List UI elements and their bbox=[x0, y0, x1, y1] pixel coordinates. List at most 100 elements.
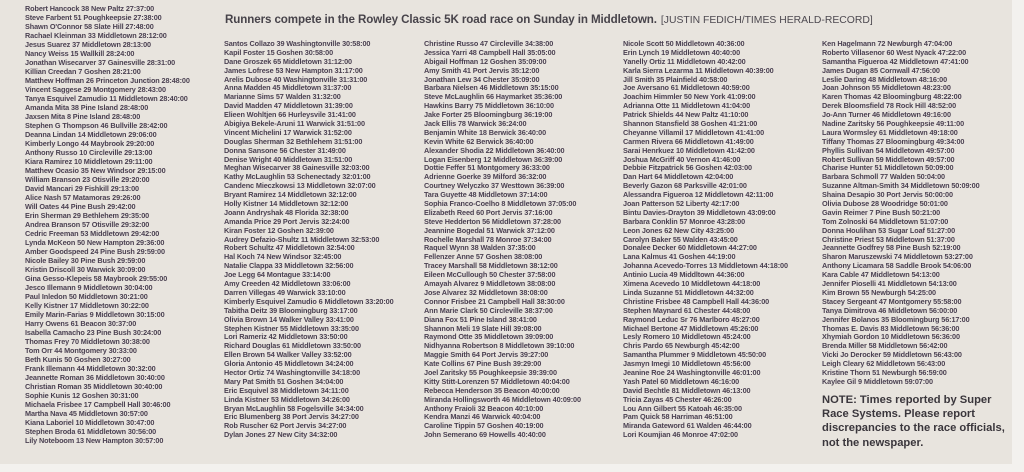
result-entry: Laura Wormsley 61 Middletown 49:18:00 bbox=[822, 127, 958, 137]
result-entry: Erin Sherman 29 Bethlehem 29:35:00 bbox=[25, 211, 150, 220]
result-entry: Kara Cable 47 Middletown 54:13:00 bbox=[822, 270, 940, 280]
result-entry: Thomas Frey 70 Middletown 30:38:00 bbox=[25, 337, 150, 346]
result-entry: Joe Aversano 61 Middletown 40:59:00 bbox=[623, 83, 750, 93]
result-entry: Stephen Broda 61 Middletown 30:56:00 bbox=[25, 427, 157, 436]
result-entry: Lynda McKeon 50 New Hampton 29:36:00 bbox=[25, 238, 165, 247]
result-entry: Paul Inledon 50 Middletown 30:21:00 bbox=[25, 292, 148, 301]
result-entry: Samantha Figueroa 42 Middletown 47:41:00 bbox=[822, 56, 969, 66]
result-entry: Bryan McLaughlin 58 Fogelsville 34:34:00 bbox=[224, 403, 364, 413]
result-entry: Anthony Licamara 58 Saddle Brook 54:06:0… bbox=[822, 261, 972, 271]
result-entry: Killian Creedan 7 Goshen 28:21:00 bbox=[25, 67, 141, 76]
result-entry: Deanna Lindan 14 Middletown 29:06:00 bbox=[25, 130, 157, 139]
result-entry: Jonathan Wisecarver 37 Gainesville 28:31… bbox=[25, 58, 176, 67]
result-entry: William Branson 23 Otisville 29:20:00 bbox=[25, 175, 150, 184]
result-entry: Lori Rameriz 42 Middletown 33:50:00 bbox=[224, 332, 348, 342]
result-entry: Nicole Scott 50 Middletown 40:36:00 bbox=[623, 39, 745, 48]
result-entry: Douglas Sherman 32 Bethlehem 31:51:00 bbox=[224, 136, 363, 146]
result-entry: Yanelly Ortiz 11 Middletown 40:42:00 bbox=[623, 56, 746, 66]
result-entry: Natalie Clappa 33 Middletown 32:56:00 bbox=[224, 261, 354, 271]
result-entry: Thomas E. Davis 83 Middletown 56:36:00 bbox=[822, 323, 960, 333]
result-entry: Sophie Kunis 12 Goshen 30:31:00 bbox=[25, 391, 139, 400]
result-entry: Beverly Gazon 68 Parksville 42:01:00 bbox=[623, 181, 747, 191]
result-entry: Kiara Ramirez 10 Middletown 29:11:00 bbox=[25, 157, 153, 166]
result-entry: Jesus Suarez 37 Middletown 28:13:00 bbox=[25, 40, 151, 49]
result-entry: Kevin White 62 Berwick 36:40:00 bbox=[424, 136, 534, 146]
result-entry: James Dugan 85 Cornwall 47:56:00 bbox=[822, 65, 940, 75]
result-entry: Kelly Kistner 17 Middletown 30:22:00 bbox=[25, 301, 149, 310]
result-entry: Linda Suzanne 51 Middletown 44:32:00 bbox=[623, 287, 754, 297]
result-entry: Matthew Hoffman 26 Princeton Junction 28… bbox=[25, 76, 190, 85]
result-entry: Alessandra Figueroa 12 Middletown 42:11:… bbox=[623, 190, 774, 200]
result-entry: Jaxsen Mita 8 Pine Island 28:48:00 bbox=[25, 112, 141, 121]
result-entry: Fellenzer Anne 57 Goshen 38:08:00 bbox=[424, 252, 543, 262]
result-entry: Andrea Branson 57 Otisville 29:32:00 bbox=[25, 220, 150, 229]
result-entry: Kendra Manzi 46 Warwick 40:04:00 bbox=[424, 412, 541, 422]
result-entry: Christine Frisbee 48 Campbell Hall 44:36… bbox=[623, 296, 770, 306]
result-entry: Vicki Jo Derocker 59 Middletown 56:43:00 bbox=[822, 350, 962, 360]
result-entry: Jill Smith 35 Plainfield 40:58:00 bbox=[623, 74, 728, 84]
result-entry: Kate Collins 67 Pine Bush 39:29:00 bbox=[424, 359, 542, 369]
result-entry: Abigiya Bekele-Aruni 11 Warwick 31:51:00 bbox=[224, 119, 365, 129]
result-entry: Stacey Sergeant 47 Montgomery 55:58:00 bbox=[822, 296, 962, 306]
result-entry: Karla Sierra Lezarma 11 Middletown 40:39… bbox=[623, 65, 774, 75]
result-entry: Kathy McLaughlin 53 Schenectady 32:01:00 bbox=[224, 172, 371, 182]
result-entry: Shannon Stansfield 38 Goshen 41:21:00 bbox=[623, 119, 758, 129]
result-entry: Jeannette Godfrey 58 Pine Bush 52:19:00 bbox=[822, 243, 961, 253]
result-entry: Nancy Weiss 15 Wallkill 28:24:00 bbox=[25, 49, 135, 58]
result-entry: Kristin Driscoll 30 Warwick 30:09:00 bbox=[25, 265, 146, 274]
result-entry: Michael Bertone 47 Middletown 45:26:00 bbox=[623, 323, 759, 333]
result-entry: Bintu Davies-Drayton 39 Middletown 43:09… bbox=[623, 207, 776, 217]
result-entry: Joachim Himmler 50 New York 41:09:00 bbox=[623, 92, 756, 102]
result-entry: John Semerano 69 Howells 40:40:00 bbox=[424, 430, 546, 440]
result-entry: Christine Russo 47 Circleville 34:38:00 bbox=[424, 39, 554, 48]
result-entry: Holly Kistner 14 Middletown 32:12:00 bbox=[224, 199, 349, 209]
caption-title: Runners compete in the Rowley Classic 5K… bbox=[225, 13, 657, 26]
photo-caption: Runners compete in the Rowley Classic 5K… bbox=[225, 10, 873, 28]
result-entry: Steve McLaughlin 66 Haymarket 35:36:00 bbox=[424, 92, 563, 102]
result-entry: Logan Eisenberg 12 Middletown 36:39:00 bbox=[424, 154, 563, 164]
result-entry: Shawn O'Connor 58 Slate Hill 27:48:00 bbox=[25, 22, 154, 31]
result-entry: Raymond Otte 35 Middletown 39:09:00 bbox=[424, 332, 554, 342]
result-entry: Steve Farbent 51 Poughkeepsie 27:38:00 bbox=[25, 13, 162, 22]
result-entry: Darren Villegas 49 Warwick 33:10:00 bbox=[224, 287, 346, 297]
result-entry: Phyllis Sullivan 54 Middletown 49:57:00 bbox=[822, 145, 955, 155]
result-entry: Bryant Ramirez 14 Middletown 32:12:00 bbox=[224, 190, 357, 200]
result-entry: Raquel Wynn 38 Walden 37:35:00 bbox=[424, 243, 536, 253]
result-entry: Amy Smith 41 Port Jervis 35:12:00 bbox=[424, 65, 540, 75]
newspaper-clipping: Runners compete in the Rowley Classic 5K… bbox=[0, 0, 1012, 464]
photo-credit: [JUSTIN FEDICH/TIMES HERALD-RECORD] bbox=[660, 15, 873, 26]
result-entry: Carmen Rivera 66 Middletown 41:49:00 bbox=[623, 136, 754, 146]
result-entry: Santos Collazo 39 Washingtonville 30:58:… bbox=[224, 39, 371, 48]
result-entry: Robert Schultz 47 Middletown 32:54:00 bbox=[224, 243, 355, 253]
result-entry: Nadine Zaritsky 56 Poughkeepsie 49:11:00 bbox=[822, 119, 965, 129]
result-entry: Gloria Antonio 45 Middletown 34:24:00 bbox=[224, 359, 354, 369]
result-entry: Benjamin White 18 Berwick 36:40:00 bbox=[424, 127, 547, 137]
result-entry: Lou Ann Gilbert 55 Katoah 46:35:00 bbox=[623, 403, 742, 413]
result-entry: Marianne Sims 57 Walden 31:32:00 bbox=[224, 92, 341, 102]
result-entry: Eric Esquivel 38 Middletown 34:11:00 bbox=[224, 385, 349, 395]
result-entry: Lily Noteboom 13 New Hampton 30:57:00 bbox=[25, 436, 164, 445]
result-entry: Alexander Shodia 22 Middletown 36:40:00 bbox=[424, 145, 565, 155]
result-entry: Erin Lynch 19 Middletown 40:40:00 bbox=[623, 47, 741, 57]
result-entry: Tanya Esquivel Zamudio 11 Middletown 28:… bbox=[25, 94, 188, 103]
result-entry: Anna Madden 45 Middletown 31:37:00 bbox=[224, 83, 352, 93]
result-entry: Michaela Frisbee 17 Campbell Hall 30:46:… bbox=[25, 400, 171, 409]
result-entry: Shaina Desapio 30 Port Jervis 50:00:00 bbox=[822, 190, 953, 200]
result-entry: Kapil Foster 15 Goshen 30:58:00 bbox=[224, 47, 334, 57]
result-entry: Candenc Mieczkowsi 13 Middletown 32:07:0… bbox=[224, 181, 376, 191]
result-entry: Chris Pardo 65 Newburgh 45:42:00 bbox=[623, 341, 740, 351]
result-entry: Raymond Leduc Sr 76 Marlboro 45:27:00 bbox=[623, 314, 760, 324]
result-entry: Sophia Franco-Coelho 8 Middletown 37:05:… bbox=[424, 199, 577, 209]
result-entry: Carolyn Baker 55 Walden 43:45:00 bbox=[623, 234, 738, 244]
result-entry: Stephen G Thompson 46 Bullville 28:42:00 bbox=[25, 121, 168, 130]
result-entry: Joan Patterson 52 Liberty 42:17:00 bbox=[623, 199, 740, 209]
result-entry: Joshua McGriff 40 Vernon 41:46:00 bbox=[623, 154, 741, 164]
result-entry: Eileen McCullough 50 Chester 37:58:00 bbox=[424, 270, 556, 280]
result-entry: Stephen Kistner 55 Middletown 33:35:00 bbox=[224, 323, 359, 333]
result-entry: Robert Hancock 38 New Paltz 27:37:00 bbox=[25, 4, 155, 13]
result-entry: Barbara Schmoll 77 Walden 50:04:00 bbox=[822, 172, 945, 182]
result-entry: Anthony Russo 10 Circleville 29:13:00 bbox=[25, 148, 153, 157]
result-entry: Pam Quick 58 Harriman 46:51:00 bbox=[623, 412, 733, 422]
result-entry: Will Oates 44 Pine Bush 29:42:00 bbox=[25, 202, 136, 211]
result-entry: Donna Houlihan 53 Sugar Loaf 51:27:00 bbox=[822, 225, 956, 235]
